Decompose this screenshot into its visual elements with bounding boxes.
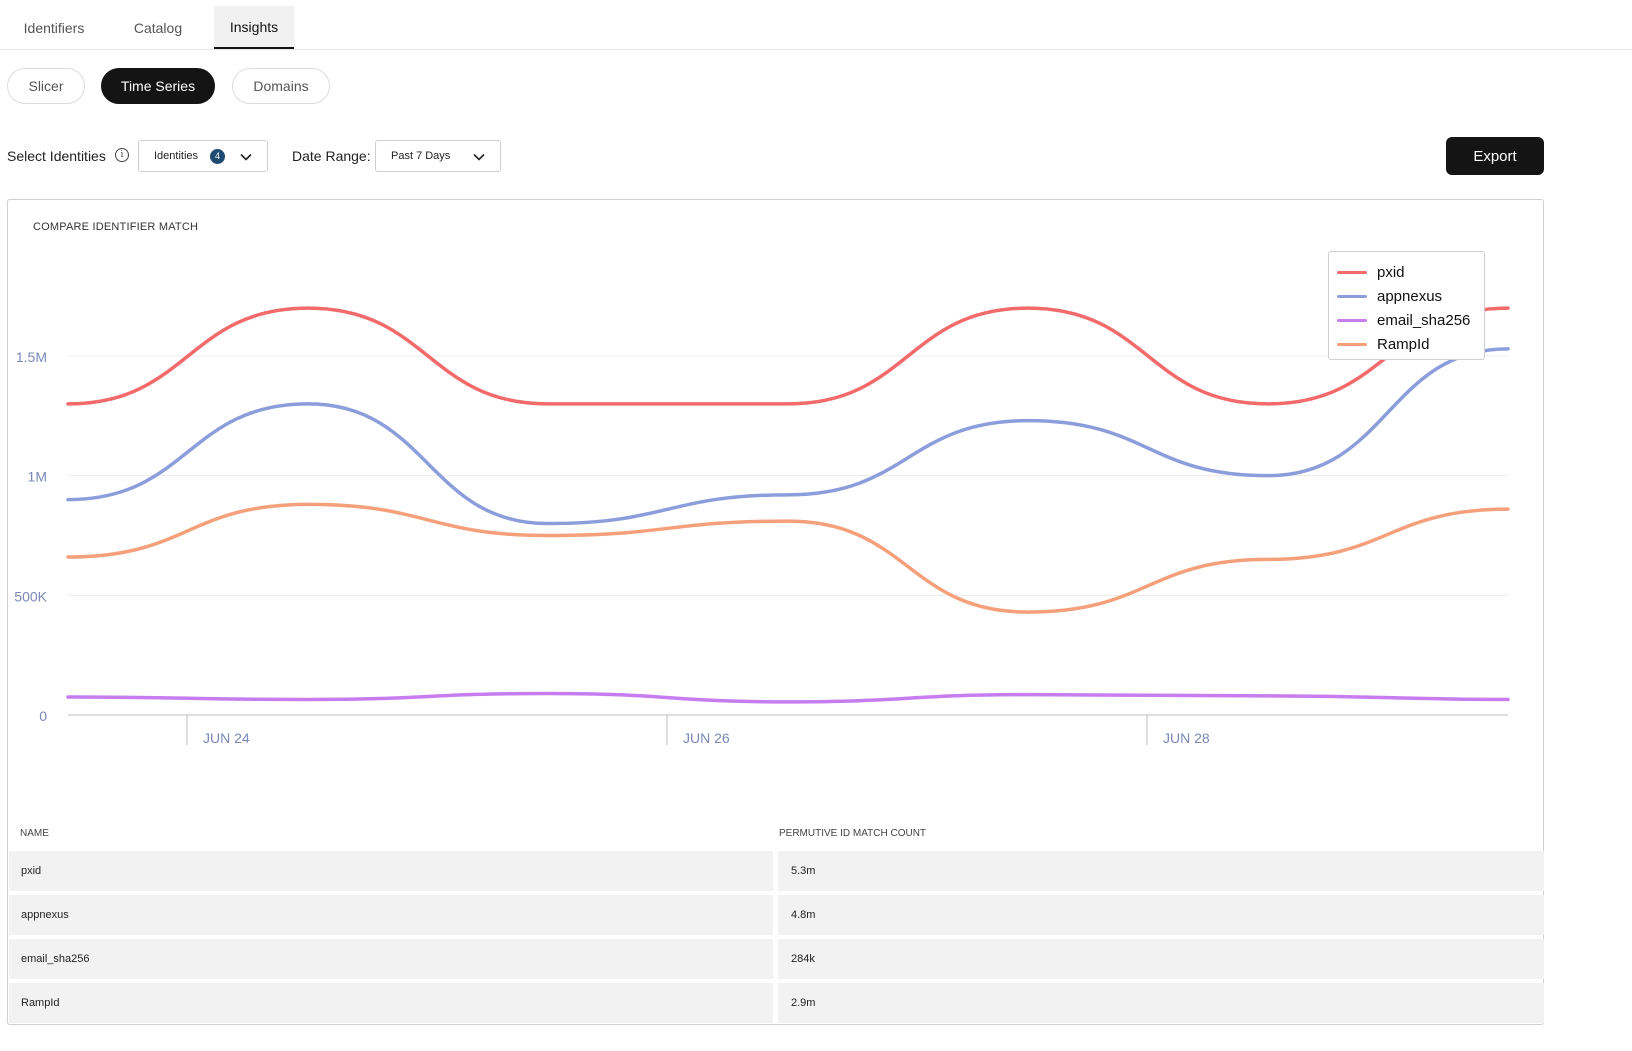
table-cell-name: appnexus <box>9 895 773 935</box>
legend-swatch <box>1337 318 1367 322</box>
info-icon[interactable]: i <box>115 148 129 162</box>
line-chart: 0 500K 1M 1.5M JUN 24 JUN 26 JUN 28 <box>14 306 1510 746</box>
table-cell-count: 2.9m <box>778 983 1544 1023</box>
slicer-pill-button[interactable]: Slicer <box>7 68 85 104</box>
legend-label: appnexus <box>1377 287 1443 305</box>
series-line-pxid[interactable] <box>66 306 1510 406</box>
legend-label: RampId <box>1377 335 1430 353</box>
table-header-match-count: PERMUTIVE ID MATCH COUNT <box>779 828 927 839</box>
export-button[interactable]: Export <box>1446 137 1544 175</box>
identifier-match-card: COMPARE IDENTIFIER MATCH 0 500K 1M 1.5M JUN … <box>7 199 1544 1025</box>
legend-swatch <box>1337 342 1367 346</box>
legend-label: email_sha256 <box>1377 311 1471 329</box>
legend-item-email-sha256[interactable]: email_sha256 <box>1329 308 1484 332</box>
chevron-down-icon <box>473 153 485 161</box>
table-cell-name: pxid <box>9 851 773 891</box>
y-tick-label: 0 <box>39 708 47 724</box>
legend-item-rampid[interactable]: RampId <box>1329 332 1484 356</box>
top-tab-bar: Identifiers Catalog Insights <box>0 0 1632 50</box>
legend-item-pxid[interactable]: pxid <box>1329 260 1484 284</box>
table-cell-name: RampId <box>9 983 773 1023</box>
series-line-rampid[interactable] <box>66 502 1510 614</box>
legend-swatch <box>1337 294 1367 298</box>
y-tick-label: 500K <box>14 588 47 604</box>
series-line-appnexus[interactable] <box>66 347 1510 526</box>
chart-legend: pxid appnexus email_sha256 RampId <box>1328 251 1485 360</box>
identities-dropdown[interactable]: Identities 4 <box>138 140 268 172</box>
date-range-label: Date Range: <box>292 148 371 164</box>
y-tick-label: 1M <box>28 469 47 485</box>
table-row: appnexus 4.8m <box>9 895 1544 935</box>
domains-pill-button[interactable]: Domains <box>232 68 330 104</box>
chevron-down-icon <box>240 153 252 161</box>
x-tick-label: JUN 28 <box>1163 730 1210 746</box>
legend-swatch <box>1337 270 1367 274</box>
legend-label: pxid <box>1377 263 1405 281</box>
chart-title: COMPARE IDENTIFIER MATCH <box>33 221 199 233</box>
tab-identifiers[interactable]: Identifiers <box>23 19 85 36</box>
identities-dropdown-label: Identities <box>154 150 199 162</box>
select-identities-label: Select Identities <box>7 148 106 164</box>
x-tick-label: JUN 26 <box>683 730 730 746</box>
table-header-name: NAME <box>20 828 49 839</box>
table-cell-name: email_sha256 <box>9 939 773 979</box>
time-series-pill-button[interactable]: Time Series <box>101 68 215 104</box>
identities-count-badge: 4 <box>210 148 226 164</box>
table-cell-count: 4.8m <box>778 895 1544 935</box>
legend-item-appnexus[interactable]: appnexus <box>1329 284 1484 308</box>
table-cell-count: 5.3m <box>778 851 1544 891</box>
y-tick-label: 1.5M <box>16 349 47 365</box>
series-line-email-sha256[interactable] <box>66 691 1510 704</box>
tab-catalog[interactable]: Catalog <box>133 19 183 36</box>
x-tick-label: JUN 24 <box>203 730 250 746</box>
table-row: RampId 2.9m <box>9 983 1544 1023</box>
table-row: pxid 5.3m <box>9 851 1544 891</box>
tab-insights[interactable]: Insights <box>214 6 294 49</box>
date-range-dropdown[interactable]: Past 7 Days <box>375 140 501 172</box>
date-range-value: Past 7 Days <box>391 150 451 162</box>
table-cell-count: 284k <box>778 939 1544 979</box>
table-row: email_sha256 284k <box>9 939 1544 979</box>
